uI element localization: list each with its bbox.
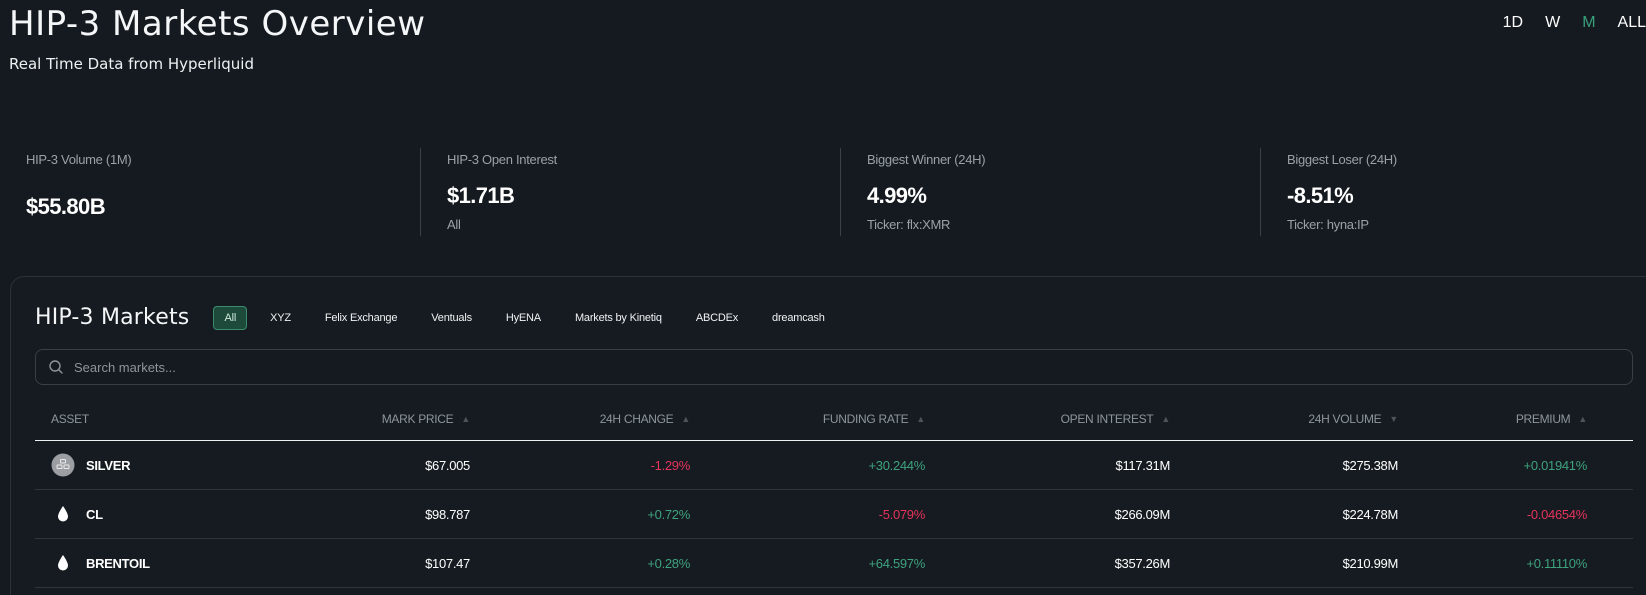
sort-up-icon: ▲ — [461, 413, 470, 424]
stat-label: Biggest Winner (24H) — [867, 152, 986, 167]
filter-ventuals[interactable]: Ventuals — [431, 311, 472, 324]
sort-up-icon: ▲ — [1161, 413, 1170, 424]
column-label: ASSET — [51, 411, 89, 426]
markets-table: ASSET MARK PRICE ▲ 24H CHANGE ▲ FUNDING RA… — [35, 397, 1633, 588]
column-open-interest[interactable]: OPEN INTEREST ▲ — [925, 411, 1171, 426]
stat-value: $1.71B — [447, 183, 515, 208]
mark-price: $98.787 — [425, 506, 470, 522]
asset-cell: BRENTOIL — [35, 551, 235, 575]
silver-bars-icon — [51, 453, 75, 477]
range-tab-month[interactable]: M — [1582, 14, 1596, 31]
page-title: HIP-3 Markets Overview — [9, 4, 426, 44]
24h-volume: $210.99M — [1342, 555, 1399, 571]
mark-price: $107.47 — [425, 555, 470, 571]
filter-all[interactable]: All — [213, 305, 248, 330]
open-interest: $357.26M — [1114, 555, 1171, 571]
asset-cell: SILVER — [35, 453, 235, 477]
24h-change: -1.29% — [650, 457, 691, 473]
search-input[interactable] — [74, 359, 1574, 375]
column-label: MARK PRICE — [381, 411, 454, 426]
asset-name: CL — [86, 506, 103, 522]
stat-biggest-winner: Biggest Winner (24H) 4.99% Ticker: flx:X… — [840, 148, 1260, 236]
open-interest: $266.09M — [1114, 506, 1171, 522]
column-label: 24H CHANGE — [599, 411, 674, 426]
stat-sub: Ticker: hyna:IP — [1287, 217, 1369, 232]
column-label: PREMIUM — [1515, 411, 1571, 426]
funding-rate: +64.597% — [868, 555, 925, 571]
sort-up-icon: ▲ — [681, 413, 690, 424]
funding-rate: +30.244% — [868, 457, 925, 473]
markets-panel: HIP-3 Markets All XYZ Felix Exchange Ven… — [10, 276, 1646, 595]
column-asset[interactable]: ASSET — [35, 412, 235, 426]
open-interest: $117.31M — [1115, 457, 1171, 473]
range-tab-week[interactable]: W — [1545, 14, 1561, 31]
filter-hyena[interactable]: HyENA — [505, 311, 541, 324]
column-label: FUNDING RATE — [822, 411, 909, 426]
stat-value: $55.80B — [26, 194, 106, 219]
mark-price: $67.005 — [425, 457, 470, 473]
sort-up-icon: ▲ — [1578, 413, 1587, 424]
stat-sub: All — [447, 217, 461, 232]
markets-header: HIP-3 Markets All XYZ Felix Exchange Ven… — [35, 305, 848, 330]
stat-label: Biggest Loser (24H) — [1287, 152, 1397, 167]
funding-rate: -5.079% — [878, 506, 926, 522]
search-box — [35, 349, 1633, 385]
filter-xyz[interactable]: XYZ — [270, 311, 291, 324]
column-premium[interactable]: PREMIUM ▲ — [1398, 412, 1587, 426]
stat-open-interest: HIP-3 Open Interest $1.71B All — [420, 148, 840, 236]
24h-volume: $224.78M — [1342, 506, 1399, 522]
column-label: OPEN INTEREST — [1060, 411, 1154, 426]
stats-bar: HIP-3 Volume (1M) $55.80B HIP-3 Open Int… — [0, 148, 1646, 236]
oil-drop-icon — [51, 551, 75, 575]
premium: +0.11110% — [1526, 555, 1587, 571]
column-24h-volume[interactable]: 24H VOLUME ▼ — [1170, 412, 1398, 426]
column-funding-rate[interactable]: FUNDING RATE ▲ — [690, 412, 925, 426]
search-icon — [49, 360, 63, 374]
filter-felix-exchange[interactable]: Felix Exchange — [324, 311, 398, 324]
column-label: 24H VOLUME — [1308, 411, 1382, 426]
asset-name: SILVER — [86, 457, 131, 473]
filter-abcdex[interactable]: ABCDEx — [695, 311, 739, 324]
asset-cell: CL — [35, 502, 235, 526]
column-mark-price[interactable]: MARK PRICE ▲ — [235, 411, 471, 426]
table-row[interactable]: CL $98.787 +0.72% -5.079% $266.09M $224.… — [35, 490, 1633, 539]
markets-title: HIP-3 Markets — [35, 305, 190, 330]
stat-value: 4.99% — [867, 183, 927, 208]
stat-value: -8.51% — [1287, 183, 1354, 208]
filter-dreamcash[interactable]: dreamcash — [772, 311, 825, 324]
column-24h-change[interactable]: 24H CHANGE ▲ — [470, 411, 691, 426]
asset-name: BRENTOIL — [86, 555, 150, 571]
stat-biggest-loser: Biggest Loser (24H) -8.51% Ticker: hyna:… — [1260, 148, 1646, 236]
sort-down-icon: ▼ — [1389, 413, 1398, 424]
sort-up-icon: ▲ — [916, 413, 925, 424]
premium: -0.04654% — [1526, 506, 1587, 522]
filter-markets-by-kinetiq[interactable]: Markets by Kinetiq — [574, 311, 662, 324]
stat-volume: HIP-3 Volume (1M) $55.80B — [0, 148, 420, 236]
table-row[interactable]: BRENTOIL $107.47 +0.28% +64.597% $357.26… — [35, 539, 1633, 588]
stat-sub: Ticker: flx:XMR — [867, 217, 951, 232]
24h-volume: $275.38M — [1342, 457, 1399, 473]
table-header: ASSET MARK PRICE ▲ 24H CHANGE ▲ FUNDING RA… — [35, 397, 1633, 441]
range-tab-all[interactable]: ALL — [1617, 14, 1646, 31]
page-subtitle: Real Time Data from Hyperliquid — [9, 55, 254, 73]
premium: +0.01941% — [1523, 457, 1588, 473]
range-tab-1d[interactable]: 1D — [1502, 14, 1524, 31]
stat-label: HIP-3 Volume (1M) — [26, 152, 132, 167]
table-row[interactable]: SILVER $67.005 -1.29% +30.244% $117.31M … — [35, 441, 1633, 490]
time-range-tabs: 1D W M ALL — [1503, 14, 1646, 32]
stat-label: HIP-3 Open Interest — [447, 152, 557, 167]
24h-change: +0.28% — [647, 555, 690, 571]
oil-drop-icon — [51, 502, 75, 526]
exchange-filters: All XYZ Felix Exchange Ventuals HyENA Ma… — [213, 305, 847, 330]
24h-change: +0.72% — [647, 506, 690, 522]
